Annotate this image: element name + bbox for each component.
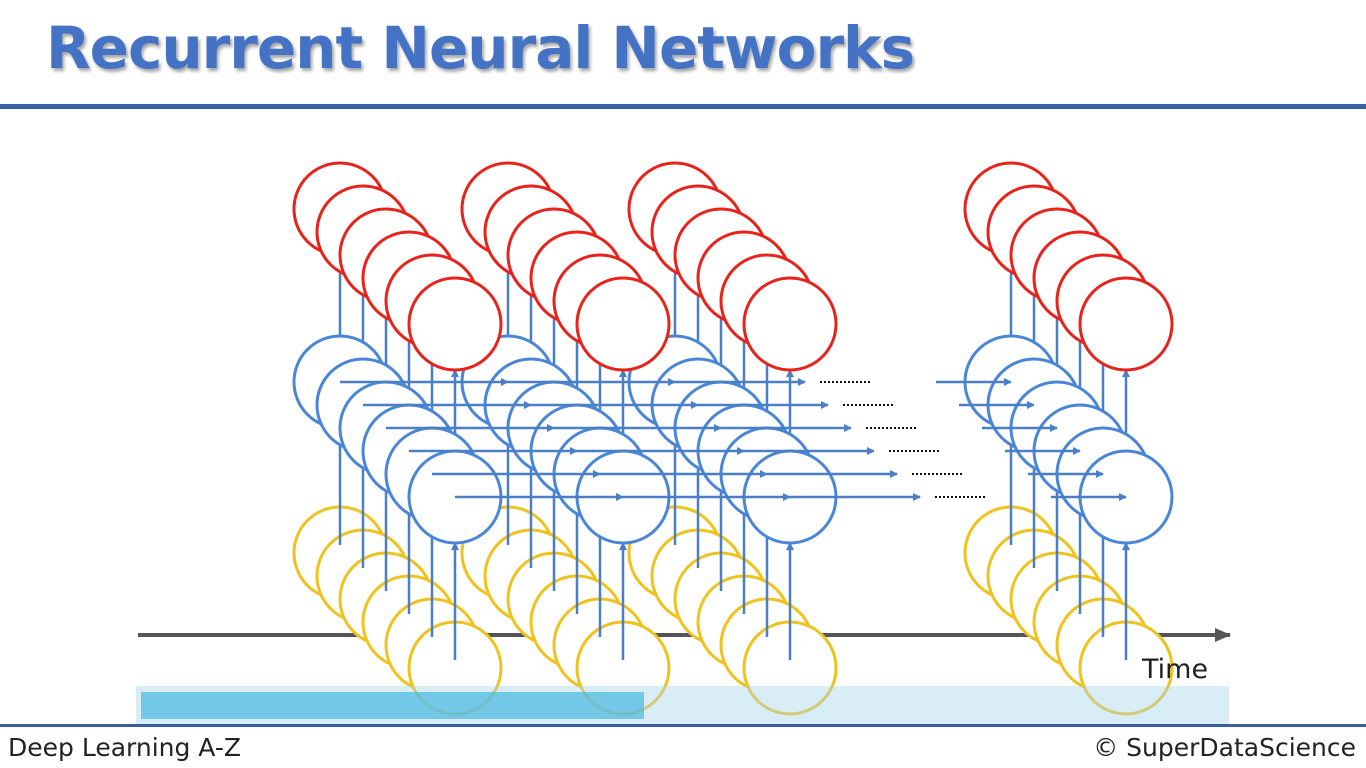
output-neuron: [742, 276, 838, 372]
course-name: Deep Learning A-Z: [8, 733, 242, 762]
copyright-notice: © SuperDataScience: [1093, 733, 1356, 762]
title-divider: [0, 104, 1366, 109]
slide-title: Recurrent Neural Networks: [46, 14, 915, 82]
output-neuron: [1078, 276, 1174, 372]
slide-progress-fill: [141, 692, 644, 719]
output-neuron: [575, 276, 671, 372]
output-neuron: [407, 276, 503, 372]
footer-divider: [0, 724, 1366, 727]
time-axis-label: Time: [1141, 654, 1208, 685]
